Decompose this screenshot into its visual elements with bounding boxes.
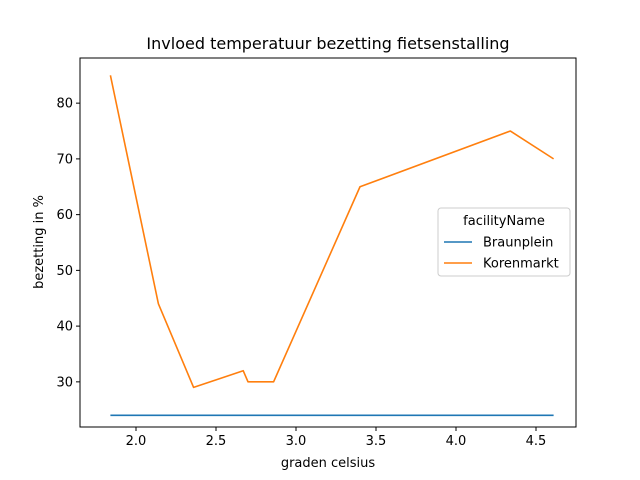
legend: facilityName Braunplein Korenmarkt xyxy=(437,207,571,277)
legend-title: facilityName xyxy=(463,214,545,229)
x-tick-label: 4.5 xyxy=(526,434,547,449)
x-tick-label: 2.5 xyxy=(206,434,227,449)
x-tick-label: 3.0 xyxy=(286,434,307,449)
series-layer xyxy=(109,75,555,417)
chart-title: Invloed temperatuur bezetting fietsensta… xyxy=(146,34,509,53)
legend-entries: Braunplein Korenmarkt xyxy=(444,236,559,272)
y-axis-label: bezetting in % xyxy=(32,195,47,289)
legend-label-korenmarkt: Korenmarkt xyxy=(483,257,559,272)
x-tick-label: 3.5 xyxy=(366,434,387,449)
y-tick-label: 70 xyxy=(56,152,73,167)
y-tick-label: 30 xyxy=(56,375,73,390)
series-line-korenmarkt xyxy=(109,75,555,389)
legend-box xyxy=(437,207,571,277)
x-tick-label: 2.0 xyxy=(126,434,147,449)
y-axis: 30 40 50 60 70 80 xyxy=(56,97,80,390)
x-axis-label: graden celsius xyxy=(281,456,376,471)
x-tick-label: 4.0 xyxy=(446,434,467,449)
y-tick-label: 60 xyxy=(56,208,73,223)
y-tick-label: 80 xyxy=(56,97,73,112)
y-tick-label: 50 xyxy=(56,264,73,279)
plot-frame xyxy=(79,57,577,428)
y-tick-label: 40 xyxy=(56,320,73,335)
legend-label-braunplein: Braunplein xyxy=(483,236,553,251)
x-axis: 2.0 2.5 3.0 3.5 4.0 4.5 xyxy=(126,427,547,449)
